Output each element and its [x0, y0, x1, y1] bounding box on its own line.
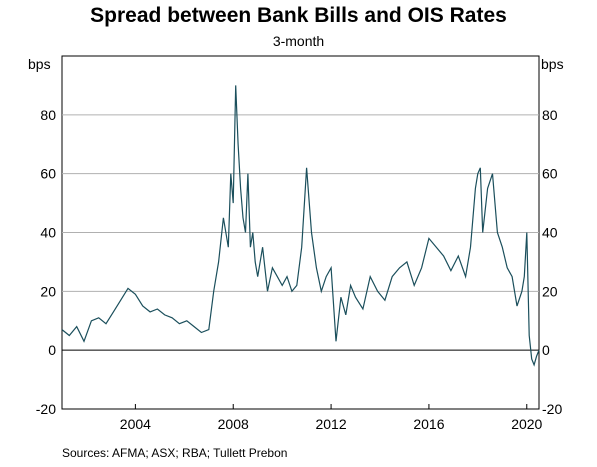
chart-title: Spread between Bank Bills and OIS Rates [90, 4, 507, 27]
y-tick-label-right: 60 [542, 166, 558, 182]
y-axis-unit-right: bps [541, 56, 564, 72]
y-tick-label-right: 40 [542, 225, 558, 241]
y-tick-label-right: 0 [542, 342, 550, 358]
x-tick-label: 2016 [413, 416, 444, 432]
y-axis-unit-left: bps [28, 56, 51, 72]
y-axis-ticks: -20 -20 0 0 20 20 40 40 60 60 80 80 [36, 107, 563, 417]
x-tick-label: 2008 [218, 416, 249, 432]
x-tick-label: 2004 [120, 416, 151, 432]
x-tick-label: 2020 [511, 416, 542, 432]
chart-subtitle: 3-month [272, 33, 325, 49]
y-tick-label-left: 20 [40, 283, 56, 299]
y-tick-label-right: 20 [542, 283, 558, 299]
y-tick-label-left: 0 [48, 342, 56, 358]
y-tick-label-right: -20 [542, 401, 562, 417]
x-tick-label: 2012 [315, 416, 346, 432]
x-axis-ticks: 2004 2008 2012 2016 2020 [120, 404, 543, 432]
spread-series-line [61, 85, 540, 367]
y-tick-label-left: 60 [40, 166, 56, 182]
y-tick-label-left: 40 [40, 225, 56, 241]
y-tick-label-right: 80 [542, 107, 558, 123]
gridlines [62, 114, 539, 351]
y-tick-label-left: 80 [40, 107, 56, 123]
sources-note: Sources: AFMA; ASX; RBA; Tullett Prebon [62, 446, 288, 460]
y-tick-label-left: -20 [36, 401, 56, 417]
